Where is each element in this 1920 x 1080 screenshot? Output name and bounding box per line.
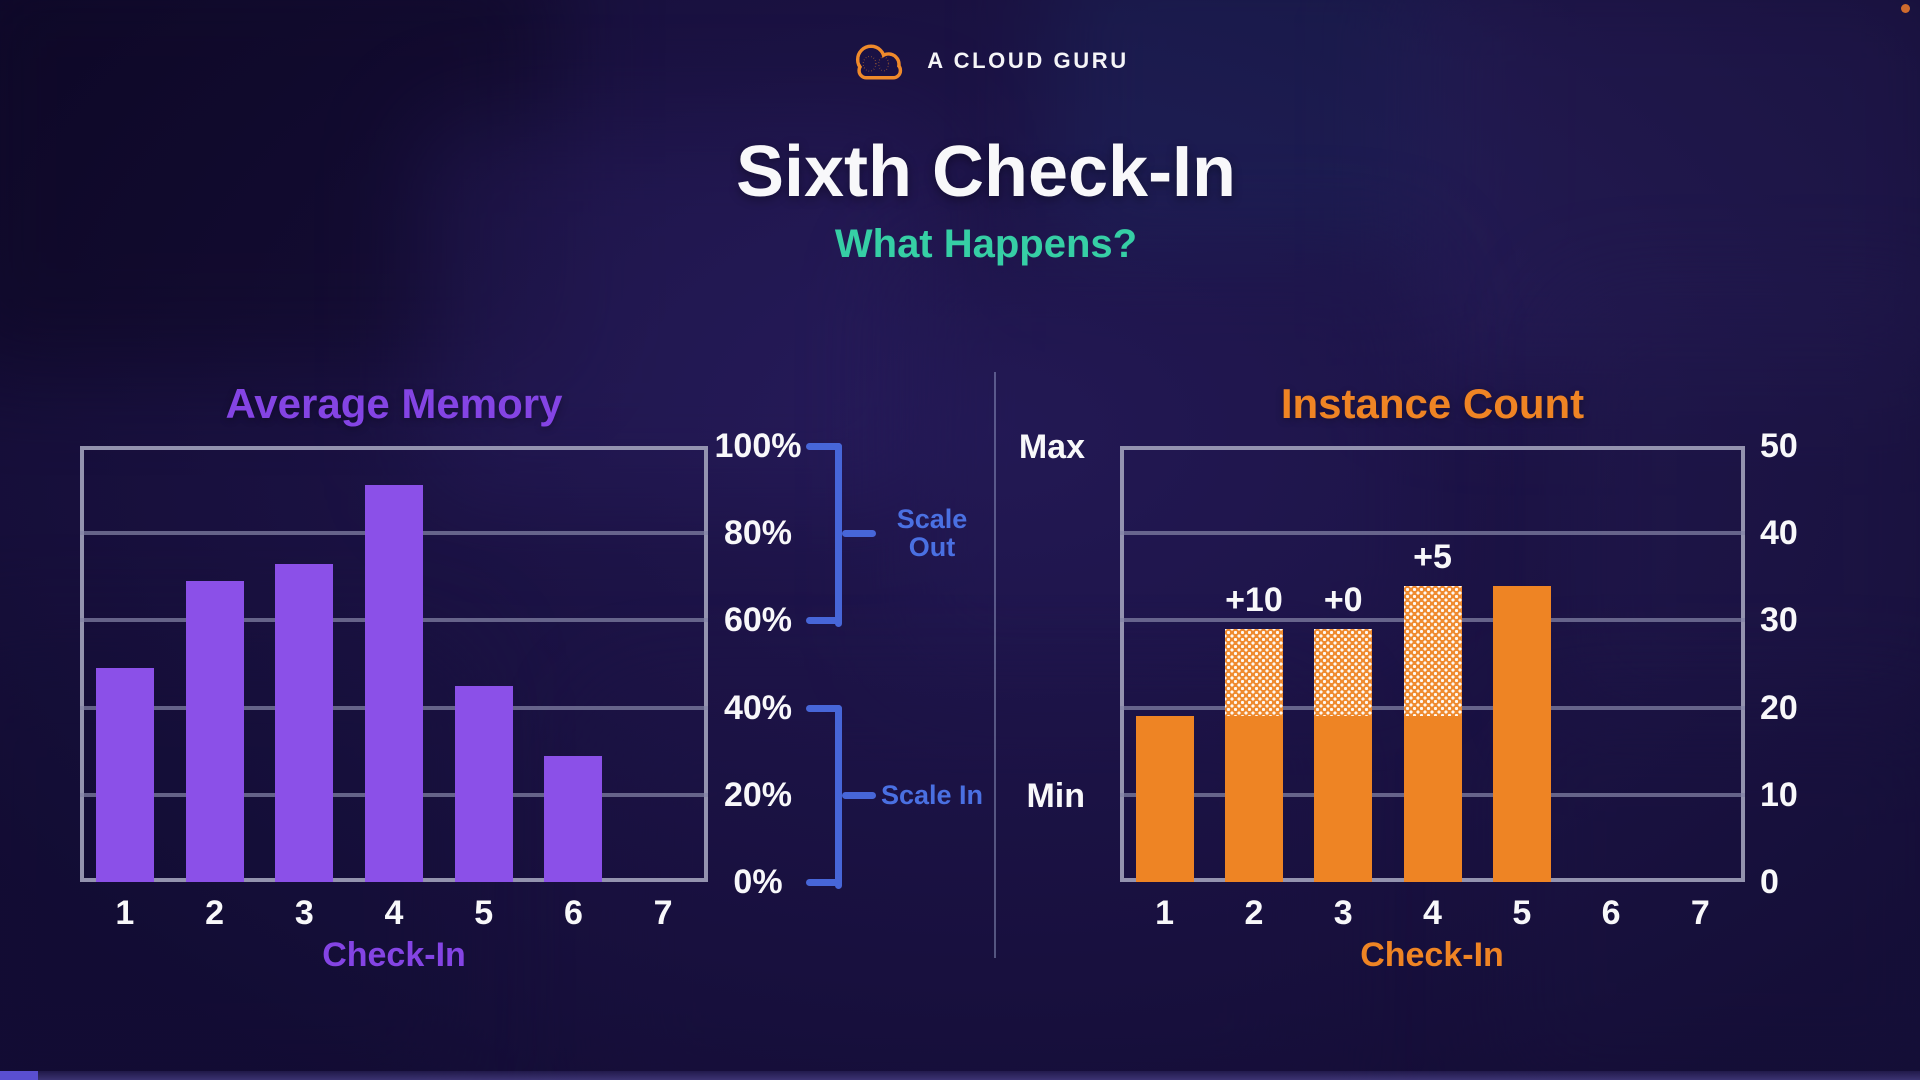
instance-bar-hatched (1224, 629, 1283, 717)
memory-bar (275, 563, 334, 882)
bracket-line (835, 705, 842, 889)
y-axis-tick: 20% (723, 775, 793, 814)
instance-bar-solid (1492, 585, 1551, 882)
x-axis-tick: 6 (563, 894, 583, 932)
y-axis-tick: 40% (723, 688, 793, 727)
y-axis-tick: 20 (1760, 688, 1798, 727)
video-seekbar[interactable] (0, 1071, 1920, 1080)
background-block (600, 700, 1320, 1080)
right-chart-title: Instance Count (1280, 380, 1585, 427)
y-axis-tick: 30 (1760, 601, 1798, 640)
page-subtitle: What Happens? (834, 222, 1138, 266)
y-axis-tick: 0% (733, 863, 783, 901)
bar-delta-label: +0 (1323, 581, 1363, 620)
x-axis-tick: 6 (1601, 894, 1621, 932)
x-axis-tick: 2 (1244, 894, 1264, 932)
instance-bar-solid (1224, 716, 1283, 882)
y-axis-tick: 100% (714, 427, 802, 465)
page-title: Sixth Check-In (735, 132, 1237, 212)
instance-bar-solid (1403, 716, 1462, 882)
x-axis-tick: 1 (115, 894, 135, 932)
x-axis-tick: 1 (1155, 894, 1175, 932)
y-axis-tick: 60% (723, 601, 793, 640)
x-axis-tick: 3 (1333, 894, 1353, 932)
bracket-line (842, 792, 876, 799)
side-label-min: Min (1026, 776, 1085, 815)
memory-bar (544, 755, 603, 882)
scale-out-label: Scale Out (896, 503, 968, 562)
instance-bar-solid (1135, 716, 1194, 882)
acg-logo: A CLOUD GURU (843, 36, 1129, 86)
instance-bar-solid (1314, 716, 1373, 882)
y-axis-tick: 0 (1760, 863, 1779, 901)
left-chart-title: Average Memory (225, 380, 563, 427)
y-axis-tick: 50 (1760, 427, 1798, 465)
bar-delta-label: +10 (1225, 581, 1283, 620)
memory-bar (454, 685, 513, 882)
y-axis-tick: 10 (1760, 775, 1798, 814)
logo-text: A CLOUD GURU (927, 48, 1129, 73)
memory-bar (185, 581, 244, 882)
bracket-line (806, 443, 842, 450)
background-block (420, 120, 940, 500)
cloud-logo-icon (856, 44, 903, 80)
background-block (1500, 700, 1920, 1080)
background-block (1560, 300, 1920, 720)
x-axis-tick: 4 (1423, 894, 1442, 932)
bar-delta-label: +5 (1413, 537, 1452, 576)
charts-divider (994, 372, 996, 958)
x-axis-tick: 5 (1512, 894, 1532, 932)
x-axis-tick: 7 (1690, 894, 1710, 932)
y-axis-tick: 40 (1760, 514, 1798, 553)
left-chart-x-axis-label: Check-In (322, 936, 466, 974)
bracket-line (842, 530, 876, 537)
instance-bar-hatched (1403, 585, 1462, 717)
video-seekbar-played (0, 1071, 38, 1080)
scale-in-label: Scale In (880, 779, 984, 810)
gridline (1120, 531, 1745, 536)
y-axis-tick: 80% (723, 514, 793, 553)
slide-header: A CLOUD GURU Sixth Check-In What Happens… (26, 0, 1920, 264)
bracket-line (806, 705, 842, 712)
right-chart-x-axis-label: Check-In (1360, 936, 1504, 974)
instance-bar-hatched (1314, 629, 1373, 717)
background-block (900, 250, 1420, 670)
memory-bar (95, 668, 154, 882)
bracket-line (835, 443, 842, 627)
side-label-max: Max (1018, 428, 1085, 466)
bracket-line (806, 879, 842, 886)
bracket-line (806, 617, 842, 624)
x-axis-tick: 4 (384, 894, 404, 932)
x-axis-tick: 5 (474, 894, 494, 932)
corner-dot (1901, 4, 1910, 13)
memory-bar (365, 485, 423, 882)
x-axis-tick: 3 (294, 894, 314, 932)
x-axis-tick: 7 (653, 894, 673, 932)
x-axis-tick: 2 (205, 894, 225, 932)
